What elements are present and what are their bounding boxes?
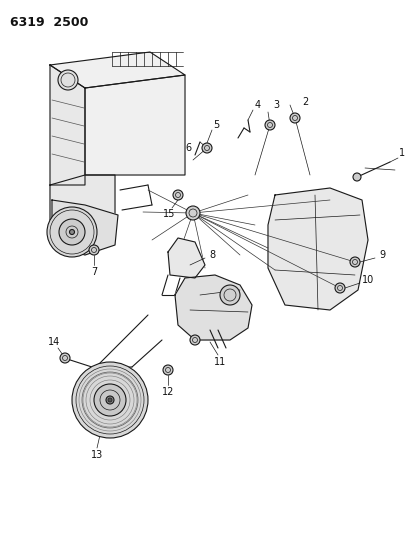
Circle shape [60,353,70,363]
Polygon shape [268,188,368,310]
Text: 12: 12 [162,387,174,397]
Circle shape [173,190,183,200]
Circle shape [190,335,200,345]
Text: 6319  2500: 6319 2500 [10,16,89,29]
Text: 2: 2 [302,97,308,107]
Circle shape [108,398,112,402]
Text: 13: 13 [91,450,103,460]
Text: 7: 7 [91,267,97,277]
Text: 8: 8 [209,250,215,260]
Text: 11: 11 [214,357,226,367]
Circle shape [58,70,78,90]
Circle shape [106,396,114,404]
Circle shape [353,173,361,181]
Circle shape [69,230,75,235]
Text: 10: 10 [362,275,374,285]
Circle shape [59,219,85,245]
Circle shape [220,285,240,305]
Circle shape [89,245,99,255]
Polygon shape [85,75,185,175]
Circle shape [202,143,212,153]
Polygon shape [168,238,205,278]
Polygon shape [50,175,115,228]
Text: 6: 6 [186,143,192,153]
Circle shape [265,120,275,130]
Text: 15: 15 [163,209,175,219]
Text: 9: 9 [379,250,385,260]
Circle shape [335,283,345,293]
Polygon shape [50,65,85,185]
Circle shape [290,113,300,123]
Text: 4: 4 [255,100,261,110]
Polygon shape [175,275,252,340]
Circle shape [94,384,126,416]
Text: 14: 14 [48,337,60,347]
Circle shape [47,207,97,257]
Polygon shape [52,200,118,255]
Circle shape [186,206,200,220]
Text: 1: 1 [399,148,405,158]
Circle shape [350,257,360,267]
Text: 5: 5 [213,120,219,130]
Circle shape [163,365,173,375]
Circle shape [72,362,148,438]
Text: 3: 3 [273,100,279,110]
Polygon shape [50,52,185,88]
